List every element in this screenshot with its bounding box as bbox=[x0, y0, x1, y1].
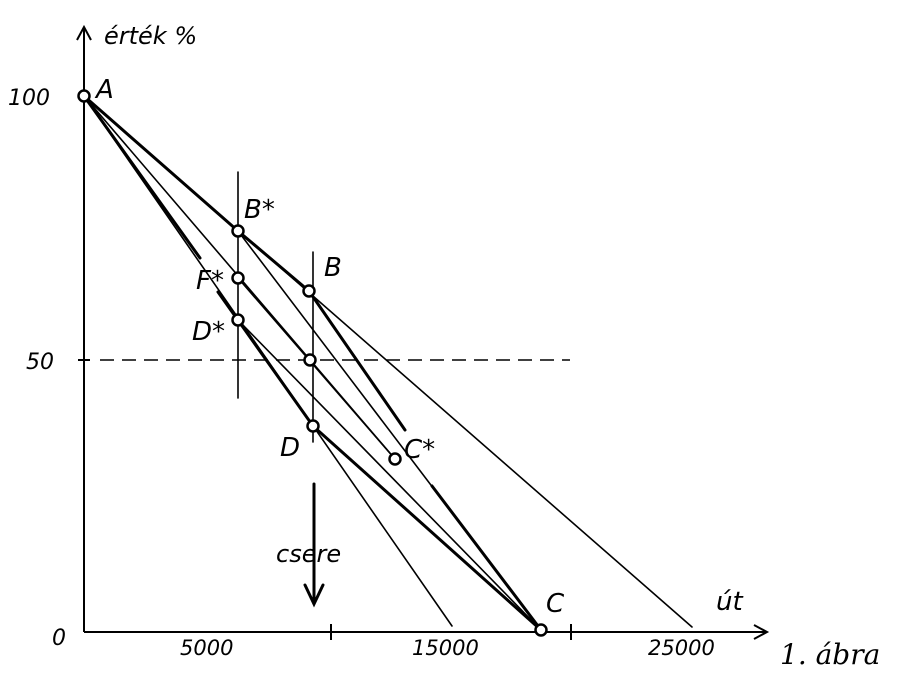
y-axis-label: érték % bbox=[104, 22, 197, 50]
line-D-C bbox=[311, 424, 543, 632]
line-A-B-star bbox=[82, 94, 240, 233]
y-axis-arrow bbox=[76, 24, 92, 41]
point-C bbox=[534, 623, 548, 637]
line-B-to-C-star bbox=[307, 289, 407, 432]
x-tick-label-5000: 5000 bbox=[180, 636, 233, 660]
point-mid bbox=[303, 353, 317, 367]
figure-caption: 1. ábra bbox=[780, 638, 880, 671]
y-tick-label-0: 0 bbox=[52, 626, 66, 651]
line-F-star-to-C-star bbox=[237, 277, 396, 460]
label-F-star: F* bbox=[196, 266, 224, 296]
axes bbox=[76, 24, 770, 640]
line-D-star-D bbox=[216, 290, 315, 428]
point-A bbox=[77, 89, 91, 103]
x-axis-label: út bbox=[716, 587, 743, 617]
x-tick-label-15000: 15000 bbox=[412, 636, 479, 660]
label-A: A bbox=[94, 75, 114, 105]
point-C-star bbox=[388, 452, 402, 466]
csere-label: csere bbox=[276, 540, 341, 568]
thick-lines bbox=[82, 94, 543, 632]
point-D-star bbox=[231, 313, 245, 327]
label-D: D bbox=[280, 433, 300, 463]
line-A-toward-D-star bbox=[82, 94, 202, 260]
line-C-star-C bbox=[430, 484, 543, 632]
down-arrow-icon bbox=[303, 482, 325, 608]
label-D-star: D* bbox=[192, 317, 225, 347]
point-F-star bbox=[231, 271, 245, 285]
line-B-star-B bbox=[236, 229, 311, 293]
point-B bbox=[302, 284, 316, 298]
label-C: C bbox=[546, 589, 565, 619]
label-B: B bbox=[324, 253, 342, 283]
y-tick-label-50: 50 bbox=[26, 350, 54, 375]
y-tick-label-100: 100 bbox=[8, 86, 50, 111]
x-tick-label-25000: 25000 bbox=[648, 636, 715, 660]
x-axis-arrow bbox=[753, 624, 770, 640]
line-D-star-to-C bbox=[237, 319, 542, 631]
point-B-star bbox=[231, 224, 245, 238]
label-C-star: C* bbox=[404, 435, 435, 465]
point-D bbox=[306, 419, 320, 433]
label-B-star: B* bbox=[244, 195, 275, 225]
points bbox=[77, 89, 548, 637]
